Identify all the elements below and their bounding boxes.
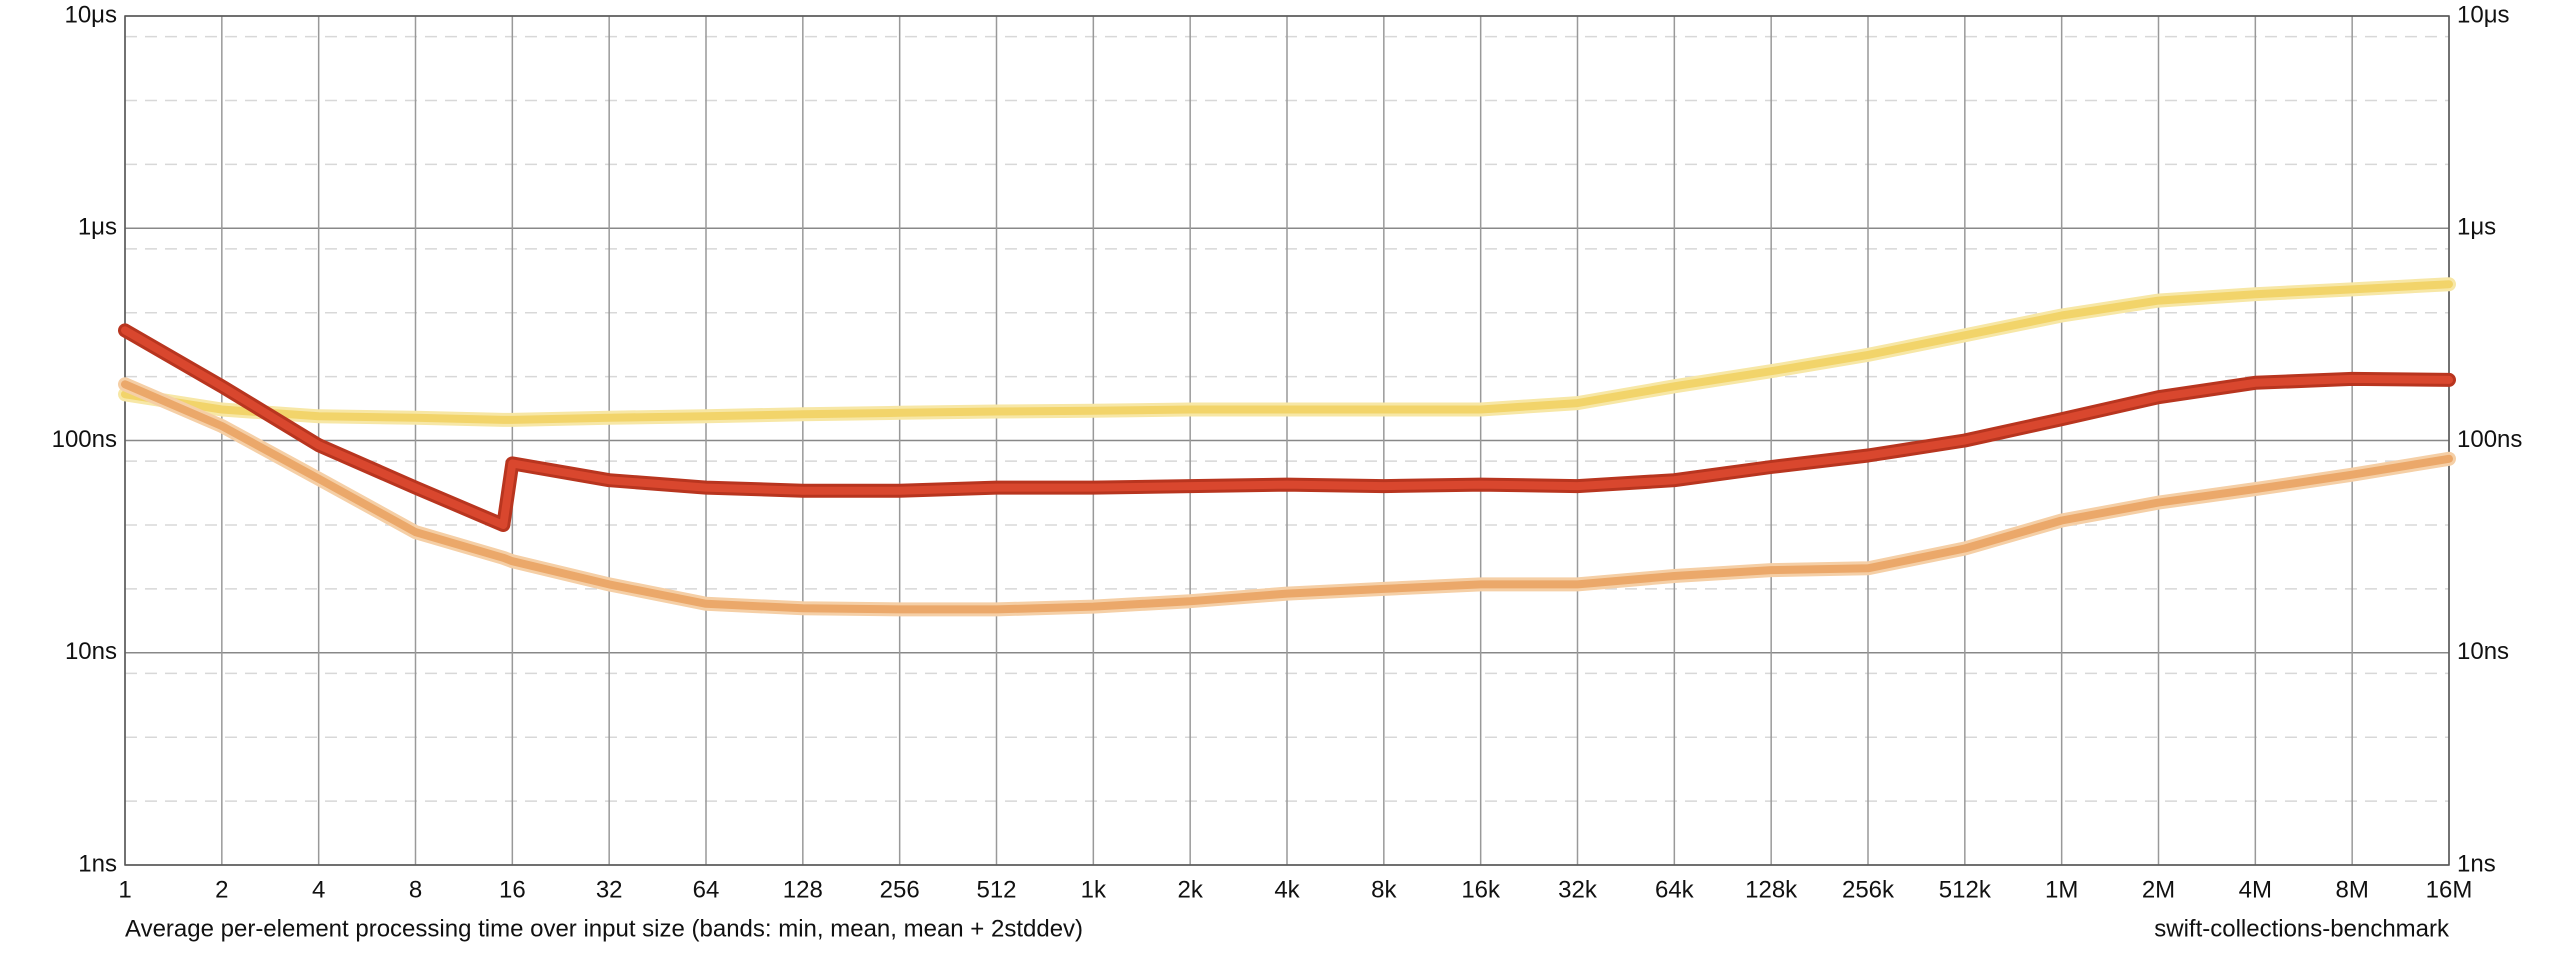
x-tick-label: 256: [880, 876, 920, 903]
x-tick-label: 256k: [1842, 876, 1895, 903]
y-tick-label: 100ns: [52, 426, 117, 453]
x-tick-label: 4M: [2239, 876, 2272, 903]
y-tick-label: 1ns: [78, 850, 117, 877]
x-tick-label: 128: [783, 876, 823, 903]
series-line: [121, 380, 2453, 614]
y-tick-label-right: 1ns: [2457, 850, 2496, 877]
x-tick-label: 8: [409, 876, 422, 903]
plot-frame: [124, 15, 2450, 866]
x-tick-label: 64: [693, 876, 720, 903]
x-tick-label: 8M: [2335, 876, 2368, 903]
x-axis-caption: Average per-element processing time over…: [125, 915, 1083, 942]
x-tick-label: 8k: [1371, 876, 1397, 903]
y-tick-label: 10ns: [65, 638, 117, 665]
x-tick-label: 16M: [2426, 876, 2473, 903]
x-tick-label: 16: [499, 876, 526, 903]
y-tick-label-right: 100ns: [2457, 426, 2522, 453]
x-tick-label: 32k: [1558, 876, 1598, 903]
x-tick-label: 4k: [1274, 876, 1300, 903]
x-tick-label: 512k: [1939, 876, 1992, 903]
y-tick-label: 10μs: [64, 1, 117, 28]
y-tick-label-right: 1μs: [2457, 214, 2496, 241]
series-line: [121, 326, 2453, 529]
x-tick-label: 64k: [1655, 876, 1695, 903]
y-tick-label-right: 10ns: [2457, 638, 2509, 665]
x-tick-label: 2: [215, 876, 228, 903]
y-tick-label: 1μs: [78, 214, 117, 241]
x-tick-label: 1k: [1081, 876, 1107, 903]
x-tick-label: 16k: [1461, 876, 1501, 903]
x-tick-label: 2k: [1177, 876, 1203, 903]
x-tick-label: 4: [312, 876, 325, 903]
x-tick-label: 32: [596, 876, 623, 903]
x-tick-label: 2M: [2142, 876, 2175, 903]
x-tick-label: 512: [976, 876, 1016, 903]
source-label: swift-collections-benchmark: [2154, 915, 2450, 942]
series-line: [121, 280, 2453, 424]
x-tick-label: 1M: [2045, 876, 2078, 903]
x-tick-label: 128k: [1745, 876, 1798, 903]
x-tick-label: 1: [118, 876, 131, 903]
y-tick-label-right: 10μs: [2457, 1, 2510, 28]
